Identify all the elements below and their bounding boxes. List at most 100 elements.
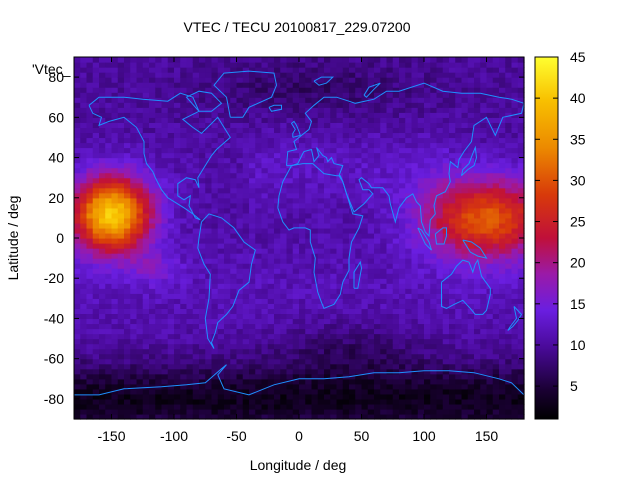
heatmap-cell — [286, 77, 294, 83]
heatmap-cell — [136, 57, 144, 63]
heatmap-cell — [349, 162, 356, 169]
heatmap-cell — [130, 283, 138, 289]
heatmap-cell — [130, 243, 138, 249]
heatmap-cell — [449, 243, 456, 249]
heatmap-cell — [492, 393, 500, 400]
heatmap-cell — [230, 403, 238, 410]
heatmap-cell — [461, 67, 469, 73]
heatmap-cell — [167, 393, 175, 400]
heatmap-cell — [361, 122, 369, 128]
heatmap-cell — [336, 298, 344, 304]
heatmap-cell — [230, 398, 238, 405]
heatmap-cell — [249, 212, 256, 219]
heatmap-cell — [117, 172, 125, 179]
heatmap-cell — [180, 152, 188, 159]
heatmap-cell — [230, 378, 238, 385]
heatmap-cell — [361, 408, 369, 415]
heatmap-cell — [480, 283, 488, 289]
heatmap-cell — [92, 393, 100, 400]
heatmap-cell — [136, 212, 144, 219]
heatmap-cell — [292, 167, 300, 174]
heatmap-cell — [405, 313, 413, 320]
heatmap-cell — [286, 62, 294, 68]
heatmap-cell — [205, 303, 213, 309]
heatmap-cell — [130, 152, 138, 159]
heatmap-cell — [124, 182, 131, 189]
heatmap-cell — [380, 253, 388, 259]
heatmap-cell — [499, 278, 506, 284]
heatmap-cell — [474, 72, 481, 78]
heatmap-cell — [180, 243, 188, 249]
heatmap-cell — [80, 248, 88, 254]
heatmap-cell — [392, 373, 400, 380]
heatmap-cell — [474, 82, 481, 88]
heatmap-cell — [242, 217, 250, 224]
heatmap-cell — [105, 258, 113, 264]
heatmap-cell — [492, 408, 500, 415]
heatmap-cell — [130, 338, 138, 345]
heatmap-cell — [74, 343, 81, 350]
heatmap-cell — [161, 67, 169, 73]
heatmap-cell — [461, 217, 469, 224]
heatmap-cell — [492, 152, 500, 159]
heatmap-cell — [330, 202, 338, 209]
heatmap-cell — [399, 403, 406, 410]
heatmap-cell — [336, 152, 344, 159]
heatmap-cell — [117, 338, 125, 345]
heatmap-cell — [280, 258, 288, 264]
heatmap-cell — [299, 408, 306, 415]
heatmap-cell — [99, 232, 106, 239]
heatmap-cell — [367, 62, 375, 68]
heatmap-cell — [105, 232, 113, 239]
heatmap-cell — [380, 398, 388, 405]
heatmap-cell — [111, 368, 119, 375]
heatmap-cell — [267, 102, 275, 108]
heatmap-cell — [499, 212, 506, 219]
heatmap-cell — [180, 192, 188, 199]
heatmap-cell — [305, 313, 313, 320]
heatmap-cell — [367, 232, 375, 239]
heatmap-cell — [361, 187, 369, 194]
heatmap-cell — [111, 167, 119, 174]
heatmap-cell — [211, 273, 219, 279]
heatmap-cell — [324, 388, 331, 395]
heatmap-cell — [249, 72, 256, 78]
heatmap-cell — [292, 303, 300, 309]
heatmap-cell — [374, 147, 381, 154]
heatmap-cell — [461, 328, 469, 335]
heatmap-cell — [317, 57, 325, 63]
heatmap-cell — [249, 57, 256, 63]
heatmap-cell — [455, 343, 463, 350]
heatmap-cell — [105, 182, 113, 189]
heatmap-cell — [74, 162, 81, 169]
heatmap-cell — [436, 288, 444, 294]
heatmap-cell — [199, 67, 206, 73]
heatmap-cell — [430, 222, 438, 229]
heatmap-cell — [211, 77, 219, 83]
heatmap-cell — [455, 288, 463, 294]
heatmap-cell — [436, 263, 444, 269]
heatmap-cell — [236, 243, 244, 249]
heatmap-cell — [224, 268, 231, 274]
heatmap-cell — [480, 202, 488, 209]
heatmap-cell — [142, 77, 150, 83]
heatmap-cell — [74, 132, 81, 139]
heatmap-cell — [499, 318, 506, 325]
heatmap-cell — [480, 212, 488, 219]
heatmap-cell — [80, 187, 88, 194]
heatmap-cell — [280, 308, 288, 315]
heatmap-cell — [336, 107, 344, 113]
heatmap-cell — [280, 167, 288, 174]
heatmap-cell — [117, 333, 125, 340]
heatmap-cell — [411, 132, 419, 139]
heatmap-cell — [242, 177, 250, 184]
heatmap-cell — [224, 212, 231, 219]
heatmap-cell — [436, 273, 444, 279]
heatmap-cell — [392, 293, 400, 299]
heatmap-cell — [480, 92, 488, 98]
heatmap-cell — [105, 393, 113, 400]
heatmap-cell — [167, 268, 175, 274]
heatmap-cell — [286, 192, 294, 199]
heatmap-cell — [255, 147, 263, 154]
heatmap-cell — [305, 253, 313, 259]
